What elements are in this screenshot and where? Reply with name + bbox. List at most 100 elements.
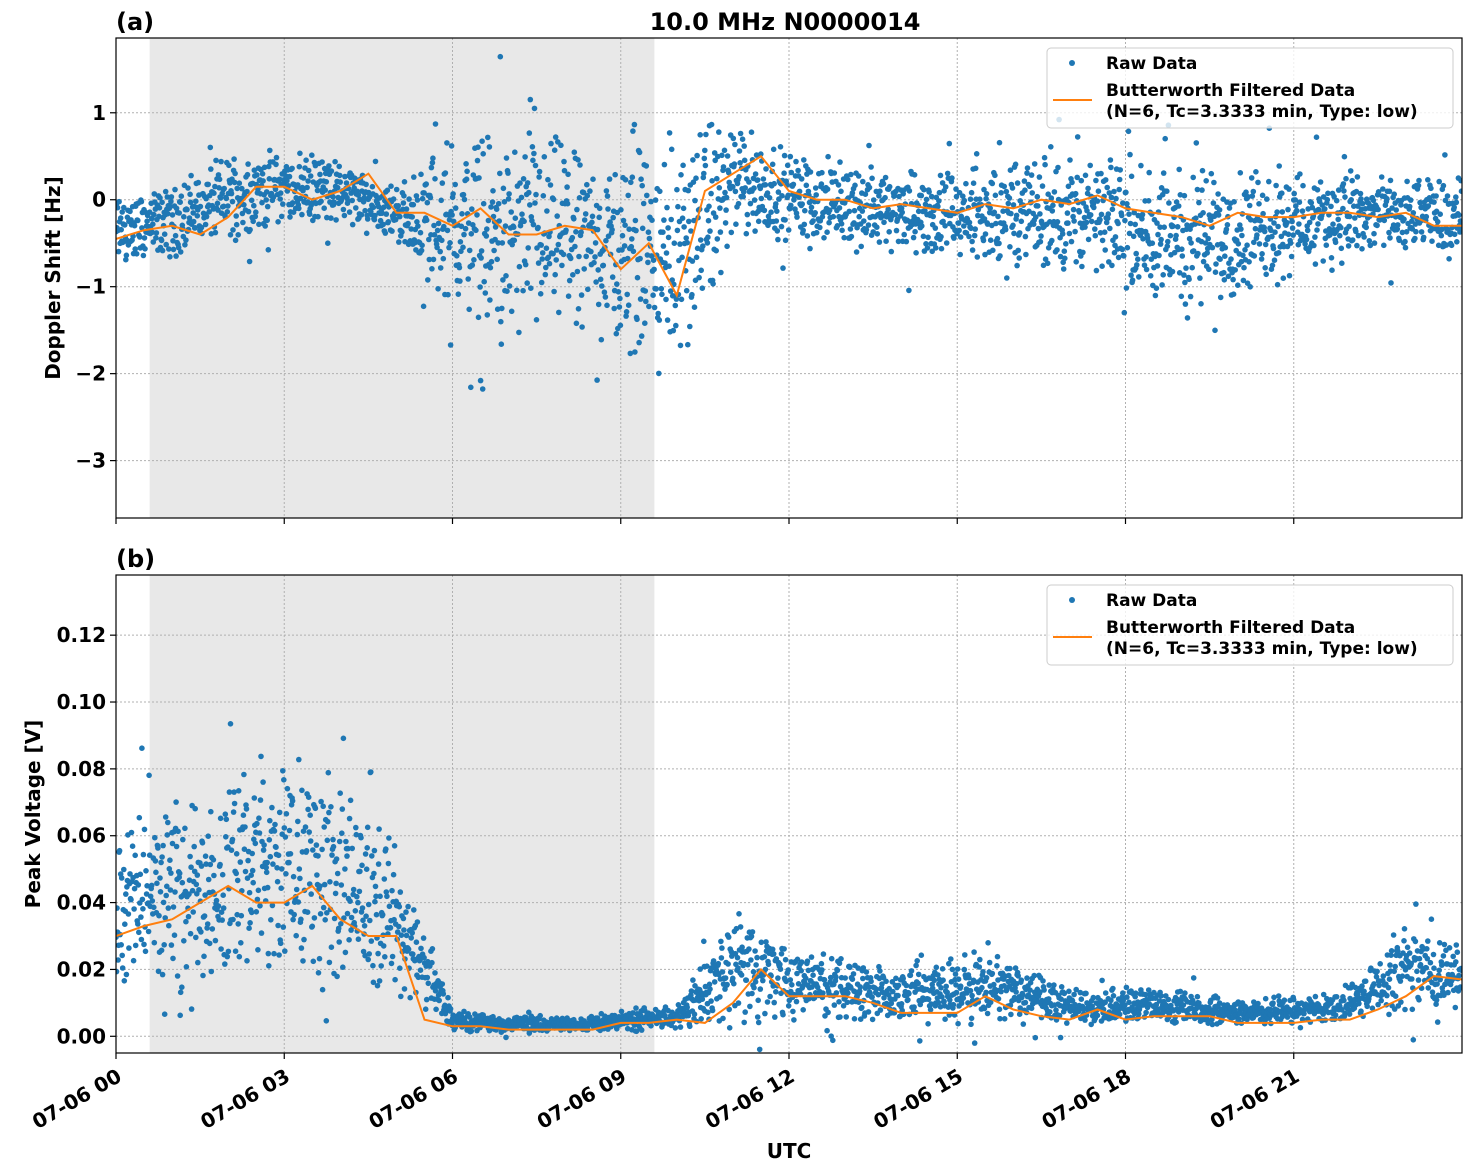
raw-data-point	[417, 967, 424, 973]
raw-data-point	[170, 904, 177, 910]
raw-data-point	[960, 193, 966, 199]
raw-data-point	[295, 899, 302, 905]
raw-data-point	[492, 224, 499, 230]
raw-data-point	[219, 917, 225, 923]
raw-data-point	[167, 203, 174, 210]
y-tick-label: 0.02	[57, 957, 106, 981]
raw-data-point	[1297, 1024, 1304, 1031]
raw-data-point	[474, 157, 481, 164]
raw-data-point	[848, 171, 854, 178]
raw-data-point	[1029, 190, 1035, 196]
raw-data-point	[649, 217, 655, 223]
raw-data-point	[146, 772, 152, 779]
raw-data-point	[1156, 998, 1163, 1004]
raw-data-point	[1269, 262, 1276, 269]
raw-data-point	[299, 787, 305, 794]
raw-data-point	[1054, 219, 1061, 225]
raw-data-point	[908, 968, 915, 974]
raw-data-point	[925, 996, 932, 1003]
raw-data-point	[355, 936, 362, 942]
raw-data-point	[154, 880, 160, 887]
raw-data-point	[526, 189, 532, 196]
raw-data-point	[157, 889, 164, 895]
raw-data-point	[630, 248, 637, 255]
raw-data-point	[475, 314, 482, 321]
raw-data-point	[760, 977, 766, 984]
raw-data-point	[1024, 170, 1030, 176]
raw-data-point	[1072, 190, 1079, 197]
raw-data-point	[185, 185, 191, 191]
raw-data-point	[475, 144, 481, 150]
raw-data-point	[204, 921, 211, 927]
raw-data-point	[493, 206, 500, 212]
raw-data-point	[788, 169, 795, 176]
raw-data-point	[187, 191, 193, 198]
raw-data-point	[1279, 190, 1285, 196]
raw-data-point	[1028, 1005, 1035, 1012]
raw-data-point	[1294, 207, 1300, 214]
raw-data-point	[163, 241, 169, 248]
raw-data-point	[345, 845, 351, 852]
raw-data-point	[863, 969, 870, 975]
raw-data-point	[172, 889, 178, 895]
raw-data-point	[921, 186, 927, 193]
raw-data-point	[167, 253, 173, 260]
raw-data-point	[146, 209, 153, 215]
raw-data-point	[1395, 222, 1401, 228]
raw-data-point	[123, 891, 129, 897]
raw-data-point	[977, 956, 983, 963]
raw-data-point	[717, 229, 724, 235]
raw-data-point	[1232, 267, 1238, 273]
raw-data-point	[1045, 191, 1051, 197]
raw-data-point	[741, 1019, 747, 1026]
raw-data-point	[821, 235, 827, 241]
raw-data-point	[423, 996, 430, 1003]
raw-data-point	[326, 163, 332, 169]
raw-data-point	[693, 254, 700, 261]
raw-data-point	[625, 192, 631, 199]
raw-data-point	[1053, 1007, 1059, 1013]
raw-data-point	[414, 219, 420, 225]
raw-data-point	[1010, 202, 1017, 208]
raw-data-point	[672, 302, 679, 309]
raw-data-point	[1060, 266, 1067, 272]
raw-data-point	[847, 964, 853, 971]
raw-data-point	[185, 913, 192, 920]
raw-data-point	[725, 169, 732, 176]
raw-data-point	[318, 198, 324, 205]
raw-data-point	[429, 946, 436, 952]
raw-data-point	[984, 221, 991, 227]
raw-data-point	[639, 225, 646, 232]
raw-data-point	[474, 212, 480, 218]
raw-data-point	[1065, 220, 1071, 226]
y-tick-label: 0	[92, 188, 106, 212]
raw-data-point	[173, 799, 179, 805]
raw-data-point	[505, 170, 511, 176]
raw-data-point	[1058, 984, 1065, 990]
raw-data-point	[1099, 237, 1106, 244]
raw-data-point	[762, 182, 769, 188]
raw-data-point	[487, 297, 493, 303]
raw-data-point	[1199, 187, 1205, 193]
raw-data-point	[304, 184, 310, 191]
raw-data-point	[273, 844, 279, 850]
raw-data-point	[267, 817, 273, 824]
raw-data-point	[1049, 208, 1056, 214]
raw-data-point	[1156, 252, 1162, 259]
raw-data-point	[834, 967, 841, 974]
raw-data-point	[578, 229, 584, 235]
raw-data-point	[771, 999, 777, 1006]
raw-data-point	[775, 236, 781, 243]
raw-data-point	[806, 199, 813, 206]
raw-data-point	[462, 225, 469, 232]
raw-data-point	[1188, 240, 1194, 246]
raw-data-point	[1217, 256, 1223, 263]
raw-data-point	[1244, 242, 1250, 248]
raw-data-point	[208, 968, 215, 975]
raw-data-point	[422, 1006, 429, 1012]
raw-data-point	[1109, 206, 1116, 213]
raw-data-point	[768, 209, 774, 215]
raw-data-point	[762, 1010, 768, 1017]
raw-data-point	[387, 924, 394, 931]
raw-data-point	[173, 253, 179, 259]
